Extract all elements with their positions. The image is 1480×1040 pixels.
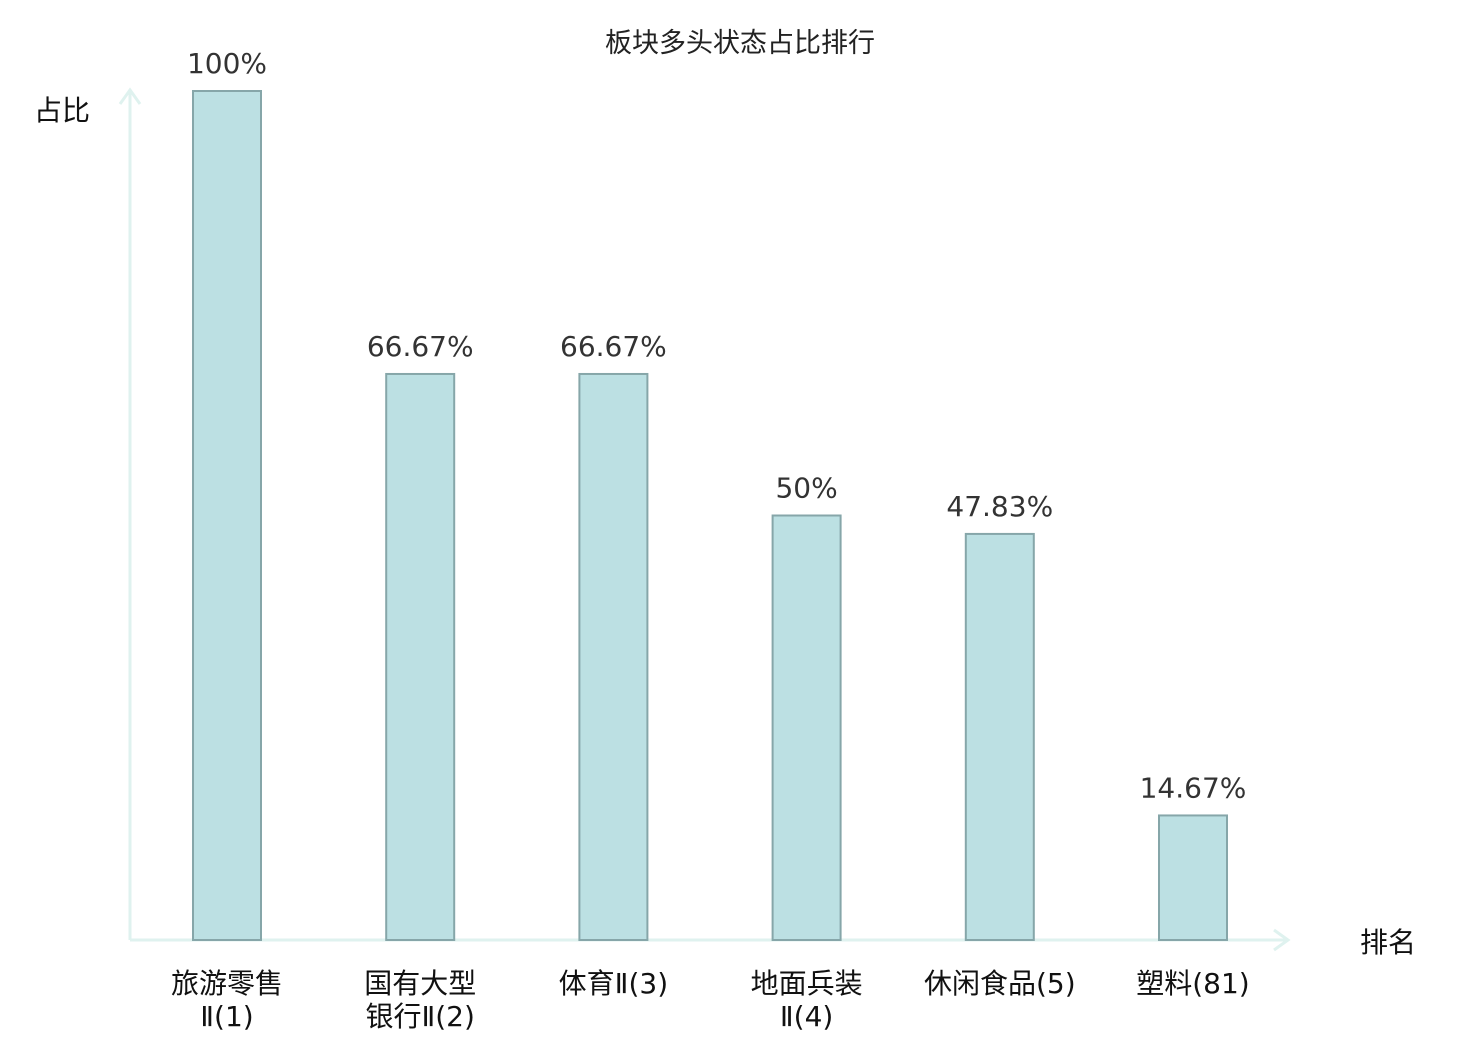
x-axis-label: 排名	[1360, 926, 1416, 959]
value-label-2: 66.67%	[367, 330, 474, 363]
bar-4	[771, 514, 842, 941]
category-label-4-line-2: Ⅱ(4)	[780, 1000, 833, 1033]
category-label-6-line-1: 塑料(81)	[1136, 967, 1249, 1000]
x-axis-arrow	[1273, 928, 1291, 952]
y-axis-arrow	[118, 87, 142, 105]
y-axis-label: 占比	[34, 94, 90, 127]
bar-6	[1158, 814, 1228, 942]
category-label-3-line-1: 体育Ⅱ(3)	[559, 967, 668, 1000]
category-label-2-line-1: 国有大型	[364, 967, 476, 1000]
bar-2	[385, 372, 456, 942]
value-label-1: 100%	[187, 47, 267, 80]
value-label-6: 14.67%	[1140, 771, 1247, 804]
chart-title: 板块多头状态占比排行	[605, 28, 875, 59]
category-label-2-line-2: 银行Ⅱ(2)	[365, 1000, 474, 1033]
category-label-4-line-1: 地面兵装	[751, 967, 863, 1000]
bar-1	[192, 90, 262, 941]
bar-5	[964, 532, 1035, 941]
category-label-1-line-1: 旅游零售	[171, 967, 283, 1000]
category-label-5-line-1: 休闲食品(5)	[924, 967, 1076, 1000]
value-label-5: 47.83%	[946, 490, 1053, 523]
value-label-4: 50%	[775, 472, 837, 505]
value-label-3: 66.67%	[560, 330, 667, 363]
category-label-1-line-2: Ⅱ(1)	[200, 1000, 253, 1033]
bar-3	[578, 372, 649, 942]
